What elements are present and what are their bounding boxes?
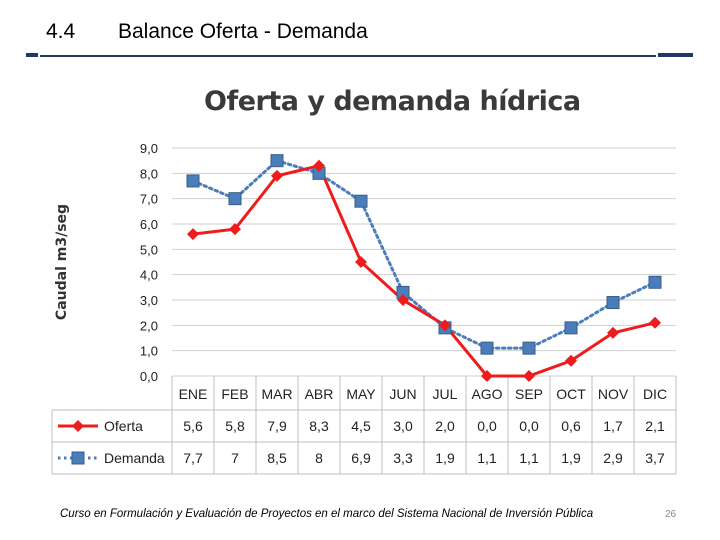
y-tick-label: 8,0 xyxy=(140,166,158,181)
x-category-label: SEP xyxy=(515,386,543,402)
demanda-series-line xyxy=(191,158,657,350)
demanda-point xyxy=(648,275,662,289)
oferta-series-line xyxy=(192,163,656,378)
slide-title: Balance Oferta - Demanda xyxy=(118,20,368,43)
y-axis-title: Caudal m3/seg xyxy=(54,204,70,320)
demanda-table-value: 1,9 xyxy=(561,450,581,466)
legend-oferta-label: Oferta xyxy=(104,418,143,434)
y-tick-label: 3,0 xyxy=(140,293,158,308)
y-tick-label: 6,0 xyxy=(140,217,158,232)
oferta-point xyxy=(649,316,661,329)
legend-demanda-label: Demanda xyxy=(104,450,165,466)
demanda-table-value: 2,9 xyxy=(603,450,623,466)
oferta-table-value: 1,7 xyxy=(603,418,623,434)
x-category-label: AGO xyxy=(471,386,502,402)
legend-oferta-marker xyxy=(72,420,84,432)
oferta-table-value: 5,8 xyxy=(225,418,245,434)
x-category-label: FEB xyxy=(221,386,248,402)
demanda-point xyxy=(354,194,368,208)
demanda-point xyxy=(270,154,284,168)
page-number: 26 xyxy=(665,509,677,520)
x-category-label: DIC xyxy=(643,386,667,402)
oferta-table-value: 2,0 xyxy=(435,418,455,434)
oferta-table-value: 0,6 xyxy=(561,418,581,434)
demanda-table-value: 1,1 xyxy=(519,450,539,466)
section-number: 4.4 xyxy=(46,20,76,43)
y-tick-label: 7,0 xyxy=(140,192,158,207)
oferta-point xyxy=(439,319,451,332)
oferta-point xyxy=(271,169,283,182)
demanda-table-value: 3,7 xyxy=(645,450,665,466)
demanda-table-value: 7,7 xyxy=(183,450,203,466)
x-category-label: ABR xyxy=(305,386,334,402)
footer-text: Curso en Formulación y Evaluación de Pro… xyxy=(60,508,594,520)
oferta-table-value: 5,6 xyxy=(183,418,203,434)
oferta-table-value: 3,0 xyxy=(393,418,413,434)
x-category-label: MAR xyxy=(261,386,292,402)
x-category-label: NOV xyxy=(598,386,629,402)
oferta-table-value: 4,5 xyxy=(351,418,371,434)
x-category-label: MAY xyxy=(346,386,376,402)
oferta-table-value: 0,0 xyxy=(477,418,497,434)
legend-demanda-marker xyxy=(71,451,85,465)
header-rule-right xyxy=(658,53,693,57)
demanda-table-value: 1,1 xyxy=(477,450,497,466)
oferta-point xyxy=(187,228,199,241)
x-category-label: ENE xyxy=(179,386,208,402)
demanda-point xyxy=(186,174,200,188)
oferta-table-value: 0,0 xyxy=(519,418,539,434)
oferta-point xyxy=(397,294,409,306)
oferta-point xyxy=(229,223,241,236)
demanda-table-value: 8 xyxy=(315,450,323,466)
oferta-point xyxy=(565,354,577,367)
oferta-table-value: 7,9 xyxy=(267,418,287,434)
oferta-point xyxy=(355,256,367,268)
oferta-table-value: 2,1 xyxy=(645,418,665,434)
header-rule-left xyxy=(26,53,38,57)
y-tick-label: 4,0 xyxy=(140,268,158,283)
demanda-point xyxy=(480,341,494,355)
demanda-point xyxy=(522,341,536,355)
demanda-table-value: 7 xyxy=(231,450,239,466)
demanda-table-value: 1,9 xyxy=(435,450,455,466)
oferta-point xyxy=(481,370,493,382)
x-category-label: OCT xyxy=(556,386,586,402)
oferta-point xyxy=(607,326,619,339)
chart-title: Oferta y demanda hídrica xyxy=(204,86,581,117)
demanda-point xyxy=(564,321,578,335)
y-tick-label: 0,0 xyxy=(140,369,158,384)
demanda-table-value: 8,5 xyxy=(267,450,287,466)
y-tick-label: 1,0 xyxy=(140,344,158,359)
demanda-table-value: 6,9 xyxy=(351,450,371,466)
oferta-point xyxy=(523,370,535,382)
demanda-point xyxy=(228,192,242,206)
header-rule xyxy=(40,55,656,57)
x-category-label: JUL xyxy=(433,386,458,402)
demanda-point xyxy=(606,296,620,310)
oferta-table-value: 8,3 xyxy=(309,418,329,434)
y-tick-label: 5,0 xyxy=(140,242,158,257)
oferta-point xyxy=(313,159,325,172)
x-category-label: JUN xyxy=(389,386,416,402)
y-tick-label: 9,0 xyxy=(140,141,158,156)
demanda-table-value: 3,3 xyxy=(393,450,413,466)
y-tick-label: 2,0 xyxy=(140,318,158,333)
